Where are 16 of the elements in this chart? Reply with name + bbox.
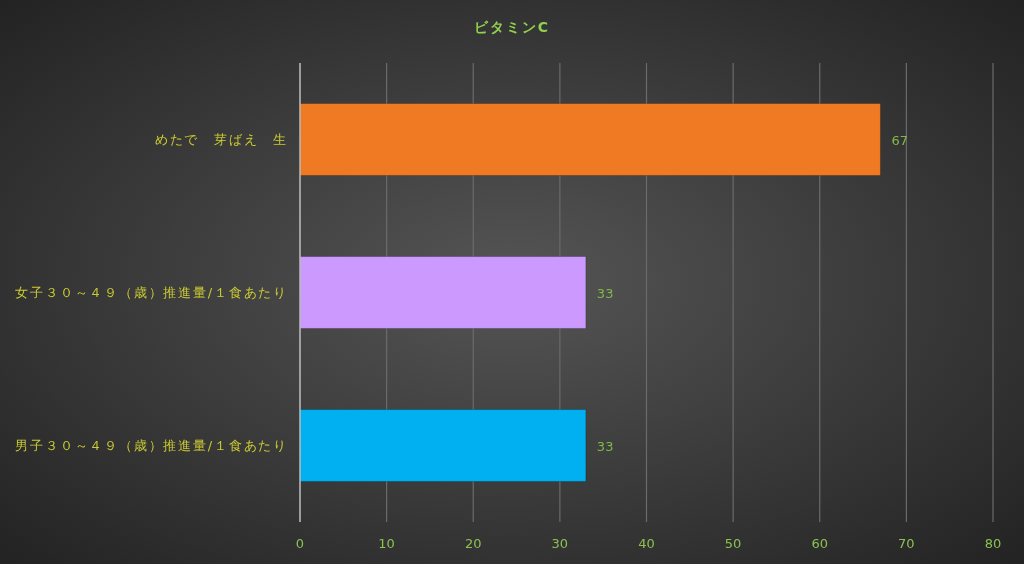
data-label: 33 <box>596 438 614 454</box>
y-tick-label: 男子３０～４９（歳）推進量/１食あたり <box>15 437 288 453</box>
title: ビタミンC <box>473 19 551 35</box>
x-tick-label: 80 <box>984 536 1002 551</box>
x-tick-label: 60 <box>811 536 829 551</box>
data-label: 33 <box>596 285 614 301</box>
x-tick-label: 40 <box>638 536 655 551</box>
x-tick-label: 10 <box>378 536 395 551</box>
y-tick-label: めたで 芽ばえ 生 <box>154 131 288 147</box>
x-tick-label: 0 <box>295 536 305 551</box>
x-tick-label: 50 <box>724 536 742 551</box>
x-tick-label: 30 <box>551 536 569 551</box>
y-tick-label: 女子３０～４９（歳）推進量/１食あたり <box>15 284 288 300</box>
x-tick-label: 70 <box>898 536 915 551</box>
data-label: 67 <box>891 132 908 148</box>
x-tick-label: 20 <box>464 536 482 551</box>
